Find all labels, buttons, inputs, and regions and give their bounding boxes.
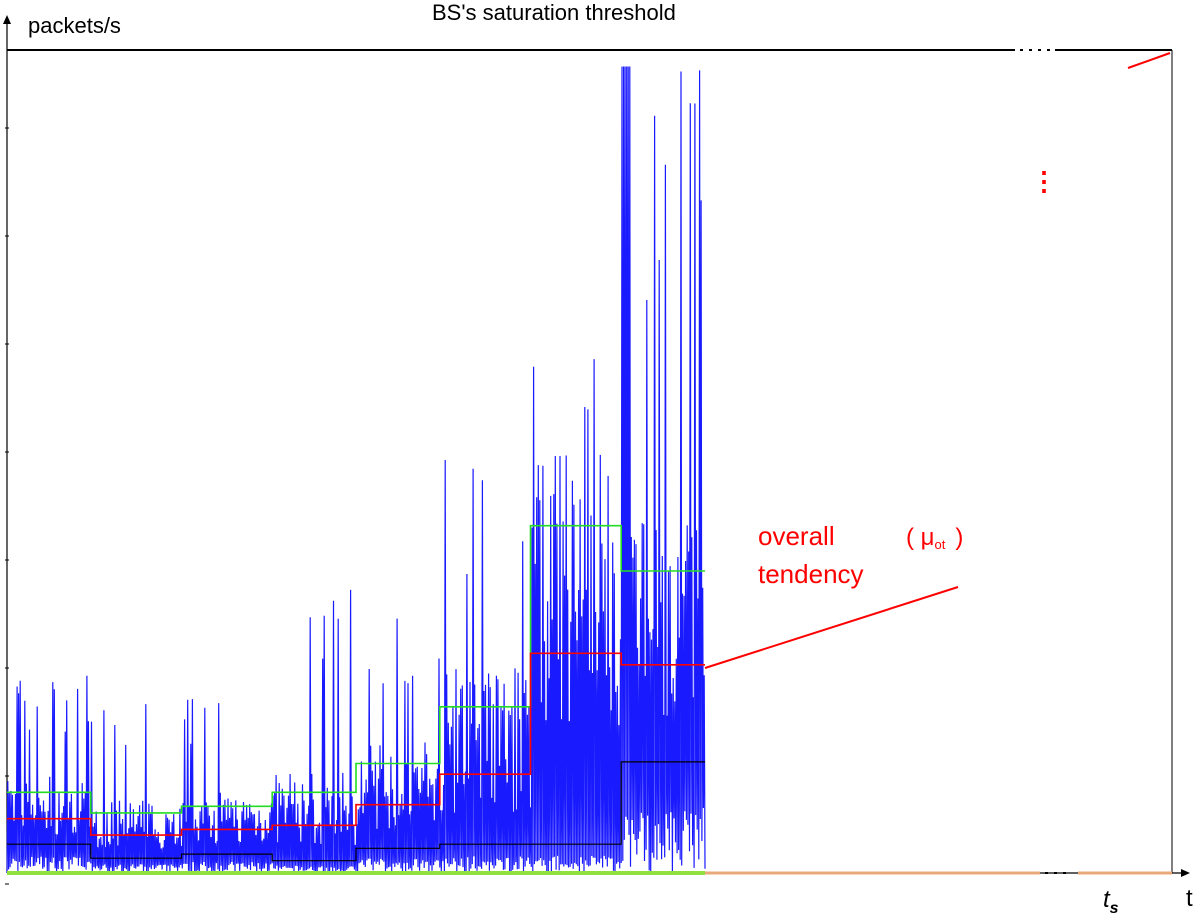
ts-marker: ts (1103, 886, 1119, 915)
threshold-pointer (1127, 52, 1171, 69)
y-axis-arrow (3, 15, 11, 24)
mean-series-line (7, 652, 705, 836)
chart-title: BS's saturation threshold (432, 0, 676, 25)
lower-bound-series-line (7, 761, 705, 862)
annotation-symbol: ( μot) (906, 524, 963, 552)
mu-close: ) (955, 524, 963, 551)
upper-bound-series-line (7, 524, 705, 814)
continuation-mark: ⋮ (1031, 166, 1057, 196)
x-axis-label: t (1186, 885, 1193, 912)
y-axis-label: packets/s (28, 13, 121, 38)
ts-marker-sub: s (1110, 900, 1119, 915)
ts-marker-main: t (1103, 886, 1111, 913)
annotation-line1: overall (758, 521, 835, 551)
tendency-pointer-line (704, 586, 959, 669)
mu-subscript: ot (935, 537, 946, 552)
y-ticks (5, 127, 9, 885)
mu-symbol: ( μ (906, 524, 935, 551)
annotation-line2: tendency (758, 559, 864, 589)
traffic-series-line (6, 66, 706, 874)
x-axis-arrow (1181, 869, 1190, 877)
